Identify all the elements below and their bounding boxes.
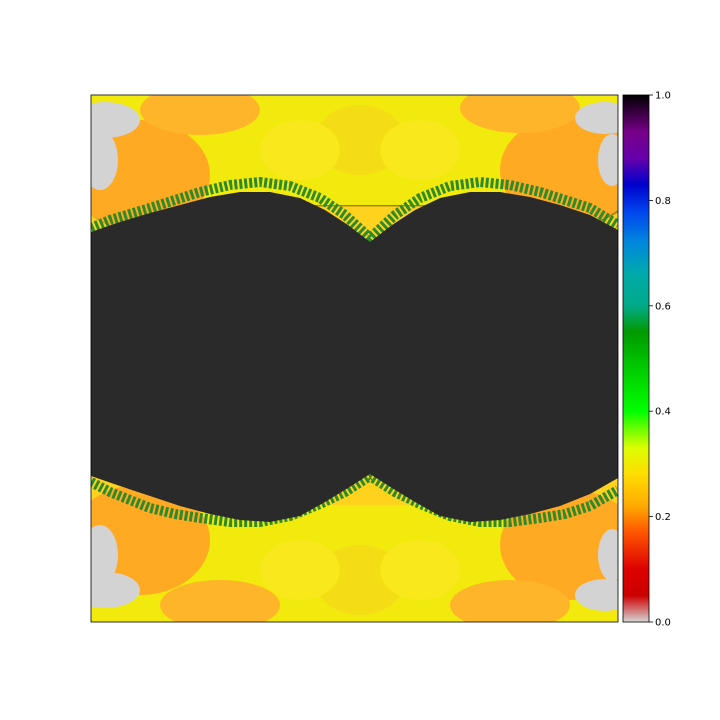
colorbar-tick-label: 0.2	[655, 512, 671, 523]
gray-petal	[598, 529, 618, 581]
orange-lobe	[450, 580, 570, 622]
fractal-image	[91, 95, 618, 622]
colorbar-tick-label: 0.8	[655, 196, 671, 207]
green-fringe-top	[91, 177, 618, 243]
colorbar-tick-label: 0.0	[655, 618, 671, 629]
fractal-interior	[91, 192, 618, 522]
colorbar-frame	[622, 94, 650, 623]
colorbar-gradient	[623, 95, 649, 622]
gray-petal	[91, 130, 118, 190]
fractal-top-band	[91, 95, 618, 230]
yellow-flower	[260, 540, 340, 600]
colorbar-tick-label: 0.4	[655, 407, 671, 418]
colorbar-tick-label: 0.6	[655, 301, 671, 312]
colorbar-tick-label: 1.0	[655, 91, 671, 102]
green-fringe-bottom	[91, 471, 618, 527]
colorbar: 0.0 0.2 0.4 0.6 0.8 1.0	[622, 91, 671, 629]
gray-petal	[91, 525, 118, 585]
orange-lobe	[160, 580, 280, 622]
gray-petal	[575, 579, 618, 611]
colorbar-ticks: 0.0 0.2 0.4 0.6 0.8 1.0	[649, 91, 671, 629]
yellow-flower	[380, 540, 460, 600]
yellow-flower	[260, 120, 340, 180]
axes-frame	[90, 94, 619, 623]
fractal-bottom-band	[91, 485, 618, 622]
gray-petal	[598, 134, 618, 186]
orange-lobe	[460, 95, 580, 133]
gray-petal	[91, 102, 140, 138]
gray-petal	[575, 102, 618, 134]
yellow-flower	[380, 120, 460, 180]
orange-lobe	[140, 95, 260, 135]
